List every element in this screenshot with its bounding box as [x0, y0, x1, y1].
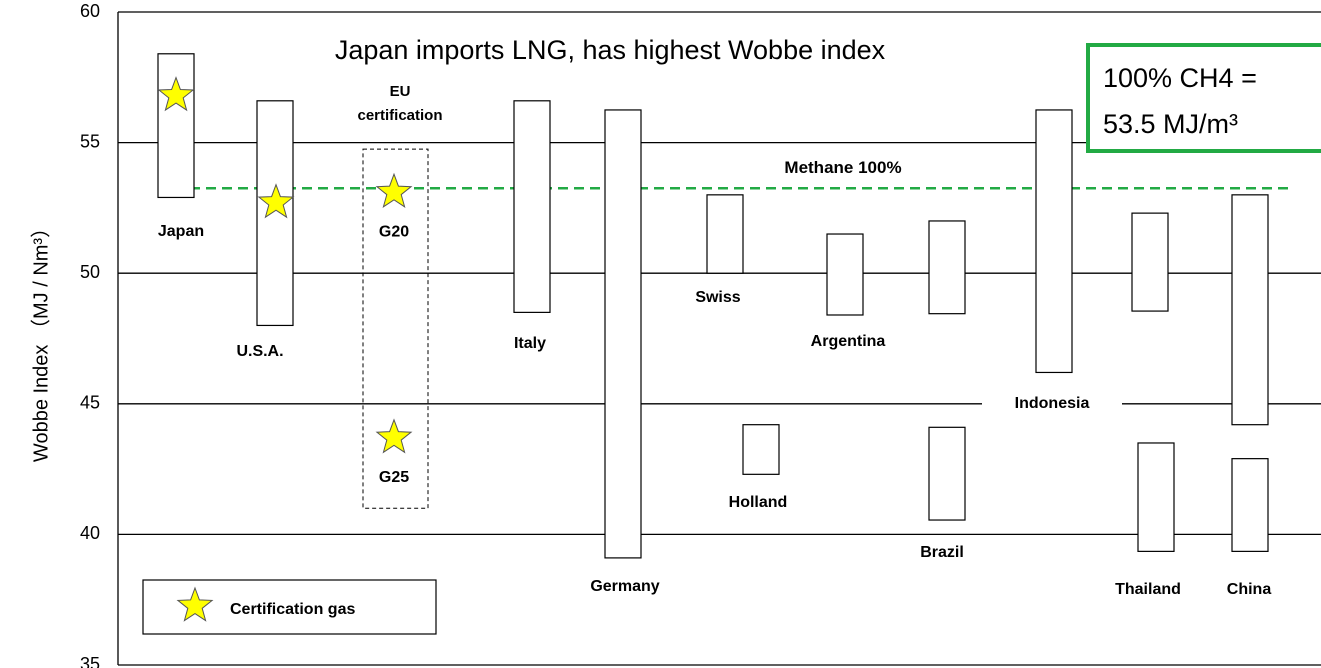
- gas-label: G25: [379, 469, 409, 486]
- range-bar: [742, 424, 780, 475]
- bar-label: Indonesia: [1015, 395, 1090, 412]
- bar-label: Japan: [158, 223, 204, 240]
- bar-label: Italy: [514, 335, 546, 352]
- bar-label: Argentina: [811, 333, 886, 350]
- y-tick-label: 40: [80, 523, 100, 543]
- range-bar: [826, 233, 864, 316]
- certification-star: [375, 172, 413, 208]
- bar-label: Brazil: [920, 544, 964, 561]
- bar-label: U.S.A.: [236, 343, 283, 360]
- range-bar: [1137, 442, 1175, 552]
- bar-label: Germany: [590, 578, 659, 595]
- note-box: [1086, 43, 1321, 153]
- reference-label: Methane 100%: [784, 158, 901, 177]
- chart-title: Japan imports LNG, has highest Wobbe ind…: [335, 35, 886, 65]
- range-bar: [928, 426, 966, 521]
- bar-label: China: [1227, 581, 1272, 598]
- range-bar: [604, 109, 642, 559]
- y-tick-label: 50: [80, 262, 100, 282]
- certification-title: EU: [390, 83, 411, 100]
- bar-label: Swiss: [695, 289, 740, 306]
- certification-title: certification: [357, 107, 442, 124]
- y-tick-label: 35: [80, 654, 100, 668]
- y-tick-label: 45: [80, 393, 100, 413]
- y-tick-label: 55: [80, 131, 100, 151]
- range-bar: [256, 100, 294, 327]
- range-bar: [1035, 109, 1073, 374]
- certification-star: [375, 418, 413, 454]
- certification-box: [362, 148, 429, 509]
- bar-label: Thailand: [1115, 581, 1181, 598]
- range-bar: [1231, 458, 1269, 552]
- note-text: 53.5 MJ/m³: [1103, 109, 1238, 139]
- certification-star: [157, 76, 195, 112]
- range-bar: [1231, 194, 1269, 426]
- gas-label: G20: [379, 223, 409, 240]
- range-bar: [1131, 212, 1169, 312]
- y-axis-label: Wobbe Index （MJ / Nm³）: [29, 218, 52, 462]
- legend-star: [176, 586, 214, 622]
- range-bar: [706, 194, 744, 274]
- range-bar: [157, 53, 195, 199]
- note-text: 100% CH4 =: [1103, 63, 1257, 93]
- label-background: [982, 392, 1122, 416]
- bar-label: Holland: [729, 494, 788, 511]
- range-bar: [928, 220, 966, 315]
- y-tick-label: 60: [80, 1, 100, 21]
- certification-star: [257, 183, 295, 219]
- range-bar: [513, 100, 551, 313]
- legend-label: Certification gas: [230, 601, 355, 618]
